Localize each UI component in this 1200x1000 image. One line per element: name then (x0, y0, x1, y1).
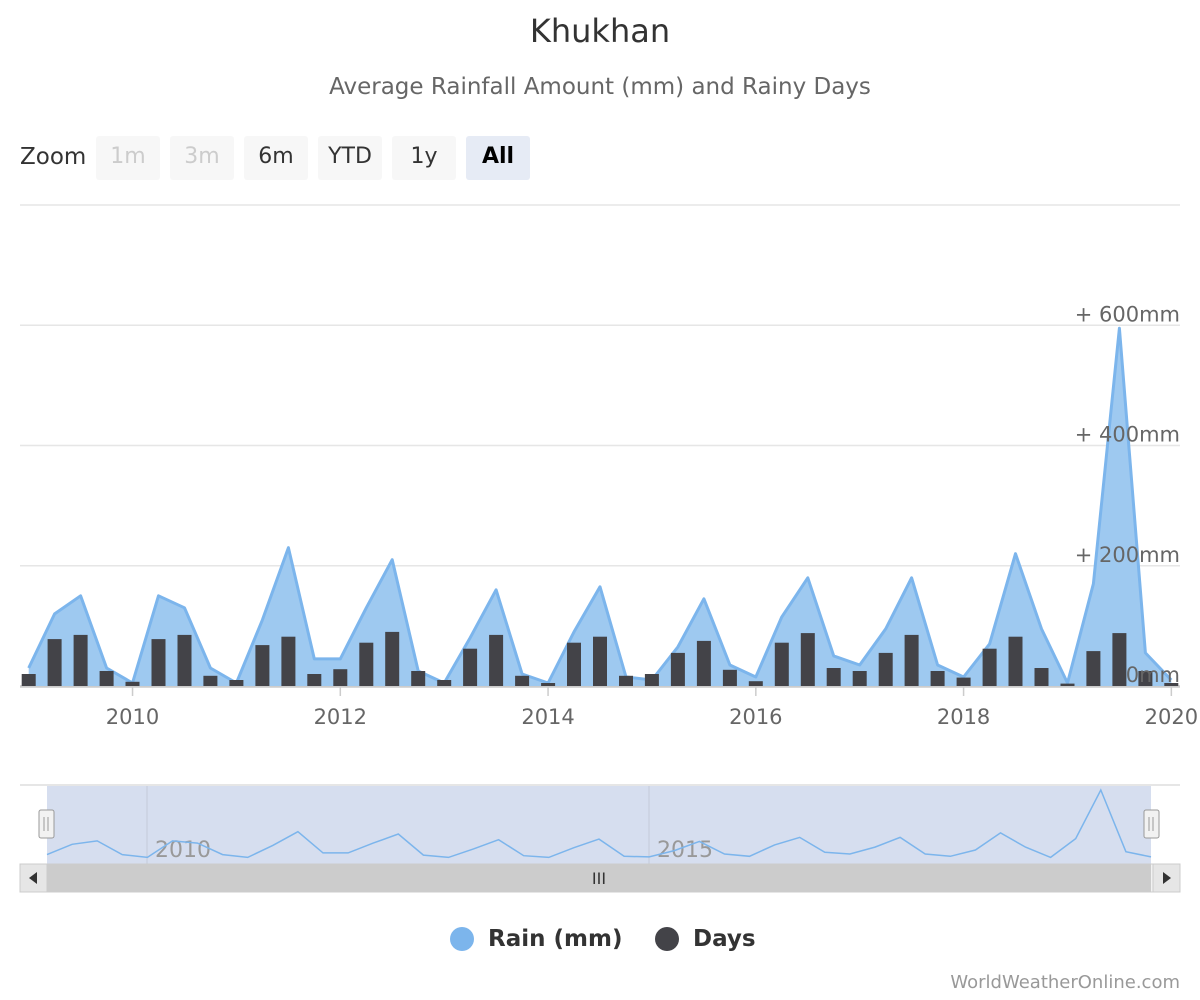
days-bar (878, 652, 893, 686)
arrow-left-icon (29, 872, 37, 884)
x-tick-label: 2016 (729, 705, 782, 729)
days-bar (463, 648, 478, 686)
rain-area-series (27, 326, 1173, 686)
days-bar (151, 639, 166, 686)
scroll-right-button[interactable] (1152, 863, 1181, 893)
days-bar (437, 680, 452, 686)
x-axis: 2010 2012 2014 2016 2018 2020 (20, 686, 1198, 729)
days-bar (904, 634, 919, 686)
chart-title: Khukhan (529, 12, 671, 50)
legend-item-rain[interactable]: Rain (mm) (450, 922, 622, 956)
days-bar (489, 634, 504, 686)
days-bar (619, 675, 633, 686)
days-bar (670, 652, 685, 686)
days-bar (229, 680, 244, 686)
days-bar (800, 633, 815, 686)
days-bar (696, 640, 711, 686)
legend-rain-marker (450, 927, 474, 951)
legend-days-label: Days (693, 926, 756, 952)
days-bar (567, 642, 581, 686)
days-bar (385, 631, 400, 686)
days-bar (644, 674, 659, 686)
navigator-label-2015: 2015 (657, 838, 713, 863)
days-bar (1112, 633, 1127, 686)
y-tick-label: + 400mm (1075, 423, 1180, 447)
days-bar (255, 645, 270, 686)
days-bar (73, 634, 88, 686)
days-bar (1164, 683, 1179, 686)
legend-rain-label: Rain (mm) (488, 926, 623, 952)
zoom-all-button[interactable]: All (466, 136, 530, 180)
days-bar (826, 668, 841, 686)
zoom-6m-button[interactable]: 6m (244, 136, 308, 180)
y-tick-label: 0mm (1126, 663, 1180, 687)
zoom-ytd-button[interactable]: YTD (318, 136, 382, 180)
x-tick-label: 2020 (1145, 705, 1198, 729)
days-bar (177, 634, 192, 686)
navigator-handle-left[interactable] (38, 809, 55, 839)
days-bar (722, 669, 737, 686)
navigator-series-line (46, 788, 1152, 859)
days-bar (1060, 683, 1075, 686)
scrollbar-grip: III (592, 869, 606, 888)
days-bar (125, 681, 140, 686)
days-bar (99, 671, 114, 686)
days-bar (1086, 651, 1101, 686)
days-bar (1008, 636, 1023, 686)
days-bar (47, 639, 62, 686)
days-bar-series (21, 631, 1179, 686)
zoom-1y-button[interactable]: 1y (392, 136, 456, 180)
x-tick-label: 2010 (106, 705, 159, 729)
legend-days-marker (655, 927, 679, 951)
legend-item-days[interactable]: Days (655, 922, 756, 956)
days-bar (21, 674, 36, 686)
days-bar (748, 681, 763, 686)
days-bar (307, 674, 322, 686)
days-bar (956, 677, 971, 686)
chart-subtitle: Average Rainfall Amount (mm) and Rainy D… (329, 74, 871, 100)
navigator-handle-right[interactable] (1143, 809, 1160, 839)
days-bar (411, 671, 426, 686)
days-bar (333, 669, 348, 686)
days-bar (281, 636, 296, 686)
days-bar (515, 675, 530, 686)
rain-area-fill (28, 328, 1172, 686)
navigator[interactable]: 2010 2015 III (19, 784, 1181, 893)
x-tick-label: 2012 (314, 705, 367, 729)
scrollbar-thumb[interactable] (47, 864, 1151, 892)
days-bar (852, 671, 867, 686)
days-bar (359, 642, 374, 686)
days-bar (982, 648, 997, 686)
zoom-label: Zoom (20, 144, 87, 170)
credits-link[interactable]: WorldWeatherOnline.com (950, 972, 1180, 993)
y-tick-label: + 600mm (1075, 302, 1180, 326)
days-bar (541, 683, 556, 686)
arrow-right-icon (1163, 872, 1171, 884)
days-bar (930, 671, 945, 686)
y-axis-labels: 0mm + 200mm + 400mm + 600mm (1075, 302, 1180, 687)
x-tick-label: 2018 (937, 705, 990, 729)
y-tick-label: + 200mm (1075, 543, 1180, 567)
scroll-left-button[interactable] (19, 863, 48, 893)
days-bar (774, 642, 789, 686)
days-bar (1034, 668, 1049, 686)
navigator-selection-mask[interactable] (47, 786, 1151, 864)
days-bar (1138, 671, 1153, 686)
x-tick-label: 2014 (521, 705, 574, 729)
zoom-1m-button[interactable]: 1m (96, 136, 160, 180)
days-bar (203, 675, 218, 686)
zoom-3m-button[interactable]: 3m (170, 136, 234, 180)
days-bar (593, 636, 607, 686)
